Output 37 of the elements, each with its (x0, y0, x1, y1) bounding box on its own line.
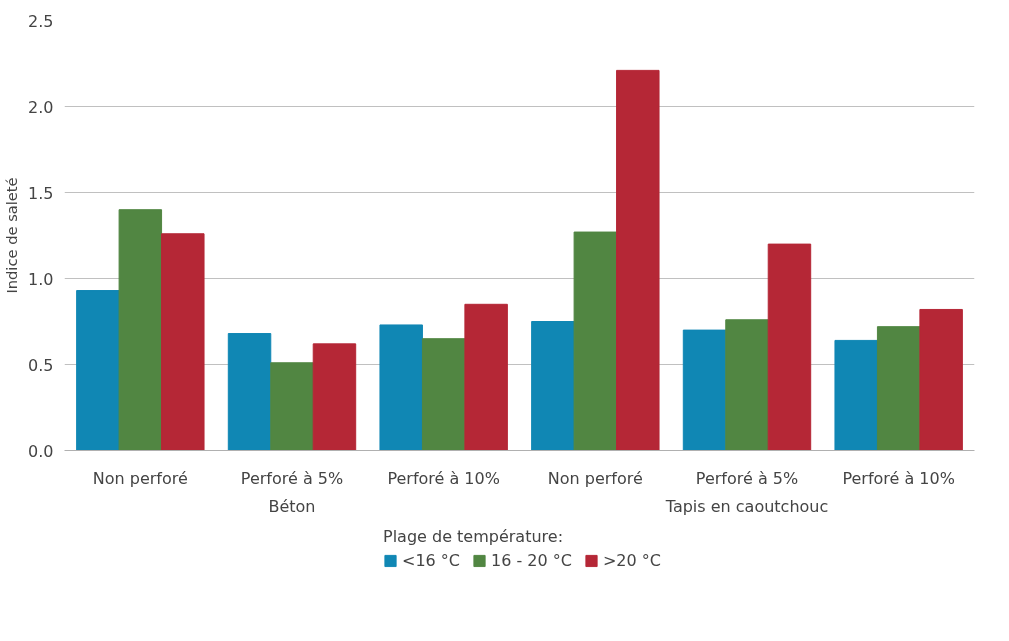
x-tick-label: Non perforé (92, 468, 188, 488)
legend-title: Plage de température: (383, 526, 565, 546)
bar (379, 324, 423, 451)
x-tick-label: Perforé à 5% (695, 468, 799, 488)
bar (876, 326, 921, 451)
bar (767, 243, 812, 451)
text: Béton (268, 496, 316, 516)
legend-label: 16 - 20 °C (491, 550, 572, 570)
x-tick-label: Perforé à 10% (842, 468, 955, 488)
legend-label: <16 °C (402, 550, 461, 570)
bar (919, 308, 963, 451)
y-tick-label: 1.5 (28, 183, 54, 203)
bar (464, 303, 508, 451)
bar (725, 319, 769, 451)
bar (270, 362, 314, 451)
bar (312, 343, 357, 451)
bar (227, 333, 272, 451)
y-tick-label: 0.5 (28, 355, 54, 375)
y-tick-label: 2.0 (28, 97, 54, 117)
text: Tapis en caoutchouc (664, 496, 829, 516)
bar (573, 231, 618, 451)
legend-label: >20 °C (602, 550, 661, 570)
y-tick-label: 2.5 (28, 11, 54, 31)
bar (616, 69, 660, 451)
x-tick-label: Perforé à 5% (240, 468, 344, 488)
y-tick-label: 1.0 (28, 269, 54, 289)
y-axis-title: Indice de saleté (3, 177, 21, 294)
y-tick-label: 0.0 (28, 441, 54, 461)
bar (421, 338, 466, 451)
bar (531, 321, 575, 451)
bar (161, 233, 205, 451)
bar (682, 329, 727, 451)
bar (834, 339, 878, 451)
bar (118, 209, 163, 451)
bar (76, 290, 120, 451)
x-tick-label: Perforé à 10% (387, 468, 500, 488)
x-tick-label: Non perforé (547, 468, 643, 488)
